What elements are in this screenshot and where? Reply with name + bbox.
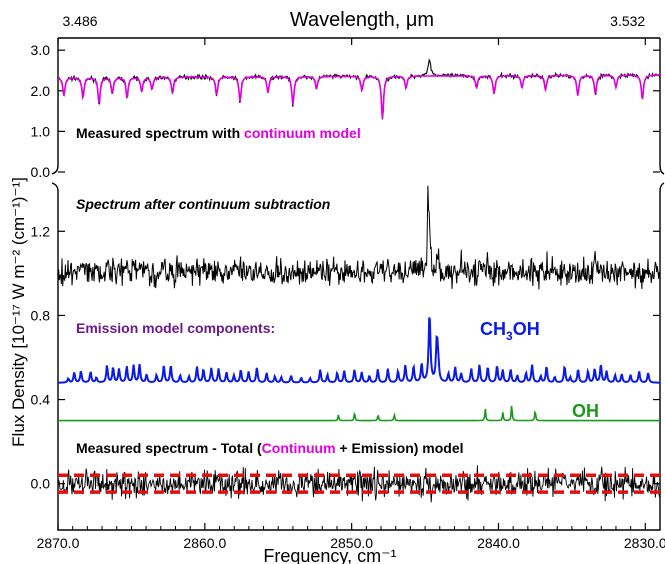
ch3oh-label: CH3OH <box>480 319 540 343</box>
oh-label: OH <box>572 401 599 421</box>
y-tick-label: 0.8 <box>31 307 51 323</box>
oh-model-line <box>58 405 660 422</box>
measured-annotation-prefix: Measured spectrum with <box>76 125 244 141</box>
top-tick-label: 3.532 <box>610 13 645 29</box>
residual-continuum: Continuum <box>262 440 336 456</box>
y-tick-label: 0.0 <box>31 164 51 180</box>
components-label: Emission model components: <box>76 320 275 336</box>
y-axis-label: Flux Density [10⁻¹⁷ W m⁻² (cm⁻¹)⁻¹] <box>9 177 28 447</box>
ch3oh-rest: OH <box>513 319 540 339</box>
ch3oh-model-line <box>58 317 660 384</box>
ch3oh-subscript: 3 <box>506 329 513 343</box>
axis-ticks <box>57 38 660 530</box>
panel-frame-top <box>51 37 665 175</box>
ch3oh-main: CH <box>480 319 506 339</box>
x-tick-label: 2860.0 <box>183 535 226 551</box>
measured-spectrum-line <box>57 58 661 120</box>
after-subtraction-line <box>57 185 661 290</box>
x-axis-label: Frequency, cm⁻¹ <box>263 546 396 564</box>
residual-line <box>57 465 661 503</box>
residual-suffix: + Emission) model <box>336 440 464 456</box>
y-tick-label: 2.0 <box>31 83 51 99</box>
y-tick-label: 0.0 <box>31 476 51 492</box>
top-tick-label: 3.486 <box>63 13 98 29</box>
x-tick-label: 2840.0 <box>477 535 520 551</box>
series-layer <box>57 58 661 503</box>
panel-frames <box>51 37 665 531</box>
y-tick-label: 0.4 <box>31 392 51 408</box>
measured-annotation: Measured spectrum with continuum model <box>76 125 361 141</box>
y-tick-label: 1.0 <box>31 123 51 139</box>
continuum-model-label: continuum model <box>244 125 361 141</box>
residual-label: Measured spectrum - Total (Continuum + E… <box>76 440 464 456</box>
top-axis-label: Wavelength, μm <box>290 9 434 31</box>
y-tick-label: 3.0 <box>31 42 51 58</box>
residual-prefix: Measured spectrum - Total ( <box>76 440 262 456</box>
x-tick-label: 2870.0 <box>37 535 80 551</box>
continuum-model-line <box>57 74 660 119</box>
panel-frame-bottom <box>51 182 665 531</box>
y-tick-label: 1.2 <box>31 223 51 239</box>
x-tick-label: 2850.0 <box>330 535 373 551</box>
x-tick-label: 2830.0 <box>624 535 665 551</box>
after-subtraction-label: Spectrum after continuum subtraction <box>76 196 330 212</box>
